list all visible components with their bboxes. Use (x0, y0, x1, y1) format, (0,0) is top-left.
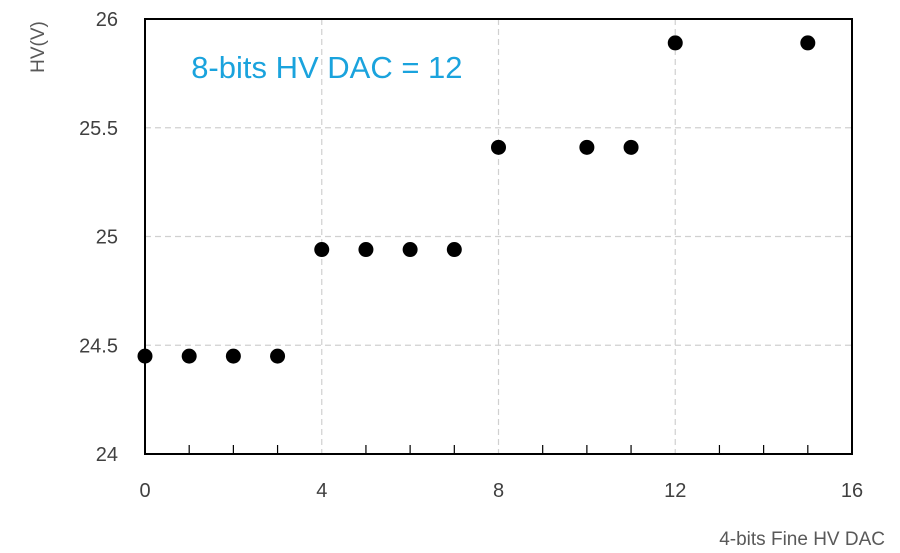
data-points (137, 35, 816, 364)
x-tick-label: 12 (664, 480, 686, 502)
x-tick-label: 16 (841, 480, 863, 502)
x-axis-title: 4-bits Fine HV DAC (719, 529, 885, 550)
data-point (800, 35, 816, 51)
data-point (667, 35, 683, 51)
data-point (402, 242, 418, 258)
data-point (270, 348, 286, 364)
plot-frame (144, 18, 853, 455)
x-tick-label: 8 (493, 480, 504, 502)
plot-area-border (144, 18, 853, 455)
data-point (623, 139, 639, 155)
data-point (446, 242, 462, 258)
data-point (137, 348, 153, 364)
y-tick-label: 26 (96, 9, 118, 31)
data-point (358, 242, 374, 258)
data-point (225, 348, 241, 364)
data-point (181, 348, 197, 364)
axis-ticks: 0 4 8 12 16 24 24.5 25 25.5 26 (79, 9, 863, 502)
y-tick-label: 24.5 (79, 335, 118, 357)
y-tick-label: 24 (96, 444, 118, 466)
x-tick-label: 0 (139, 480, 150, 502)
data-point (491, 139, 506, 155)
y-tick-label: 25.5 (79, 118, 118, 140)
data-point (579, 139, 595, 155)
x-tick-label: 4 (316, 480, 327, 502)
y-axis-title: HV(V) (28, 21, 49, 73)
annotation-label: 8-bits HV DAC = 12 (191, 50, 462, 85)
gridlines (145, 19, 852, 454)
y-tick-label: 25 (96, 227, 118, 249)
data-point (314, 242, 330, 258)
